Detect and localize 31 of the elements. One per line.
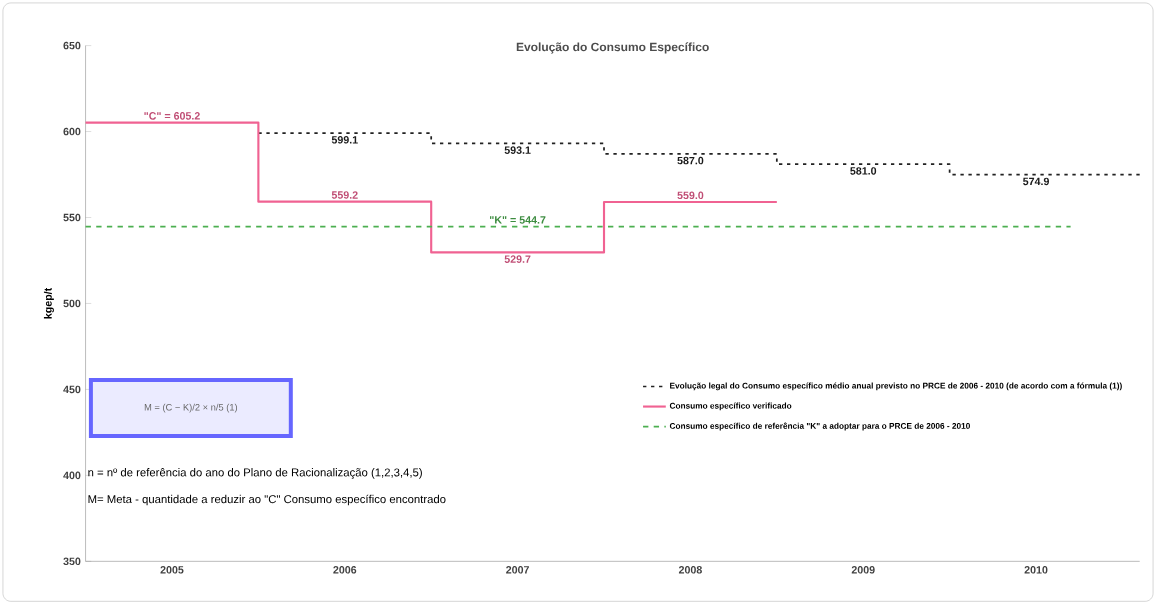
legend-label: Evolução legal do Consumo específico médio anual previsto no PRCE de 2006 - 2010 (de acordo com a fórmula (1)) xyxy=(670,382,1122,391)
y-tick-label: 350 xyxy=(63,557,81,565)
y-tick-label: 600 xyxy=(63,127,81,136)
x-tick-label: 2008 xyxy=(678,565,702,574)
y-tick-label: 400 xyxy=(63,471,81,480)
y-tick-label: 650 xyxy=(63,41,81,50)
data-label: 559.0 xyxy=(677,191,704,199)
x-tick-label: 2009 xyxy=(851,565,875,574)
x-tick-label: 2005 xyxy=(160,565,184,574)
y-tick-label: 450 xyxy=(63,385,81,394)
legend-label: Consumo específico verificado xyxy=(669,402,792,411)
y-axis-title: kgep/t xyxy=(43,287,54,319)
annotation: n = nº de referência do ano do Plano de Racionalização (1,2,3,4,5) xyxy=(88,467,422,479)
annotation: M= Meta - quantidade a reduzir ao "C" Consumo específico encontrado xyxy=(88,494,446,506)
data-label: 599.1 xyxy=(331,135,358,144)
x-tick-label: 2010 xyxy=(1024,565,1048,574)
x-tick-label: 2006 xyxy=(333,565,357,574)
data-label: "C" = 605.2 xyxy=(144,112,200,120)
data-label: "K" = 544.7 xyxy=(489,216,546,224)
y-tick-label: 500 xyxy=(63,299,81,308)
data-label: 581.0 xyxy=(850,167,877,175)
data-label: 593.1 xyxy=(504,146,531,154)
data-label: 574.9 xyxy=(1023,177,1049,186)
x-tick-label: 2007 xyxy=(506,565,529,574)
annotation: M = (C − K)/2 × n/5 (1) xyxy=(144,403,238,413)
data-label: 529.7 xyxy=(504,255,531,263)
data-label: 559.2 xyxy=(331,191,358,199)
y-tick-label: 550 xyxy=(63,213,81,222)
data-label: 587.0 xyxy=(677,156,704,165)
legend-label: Consumo específico de referência "K" a adoptar para o PRCE de 2006 - 2010 xyxy=(669,422,970,431)
chart-title: Evolução do Consumo Específico xyxy=(516,42,709,54)
